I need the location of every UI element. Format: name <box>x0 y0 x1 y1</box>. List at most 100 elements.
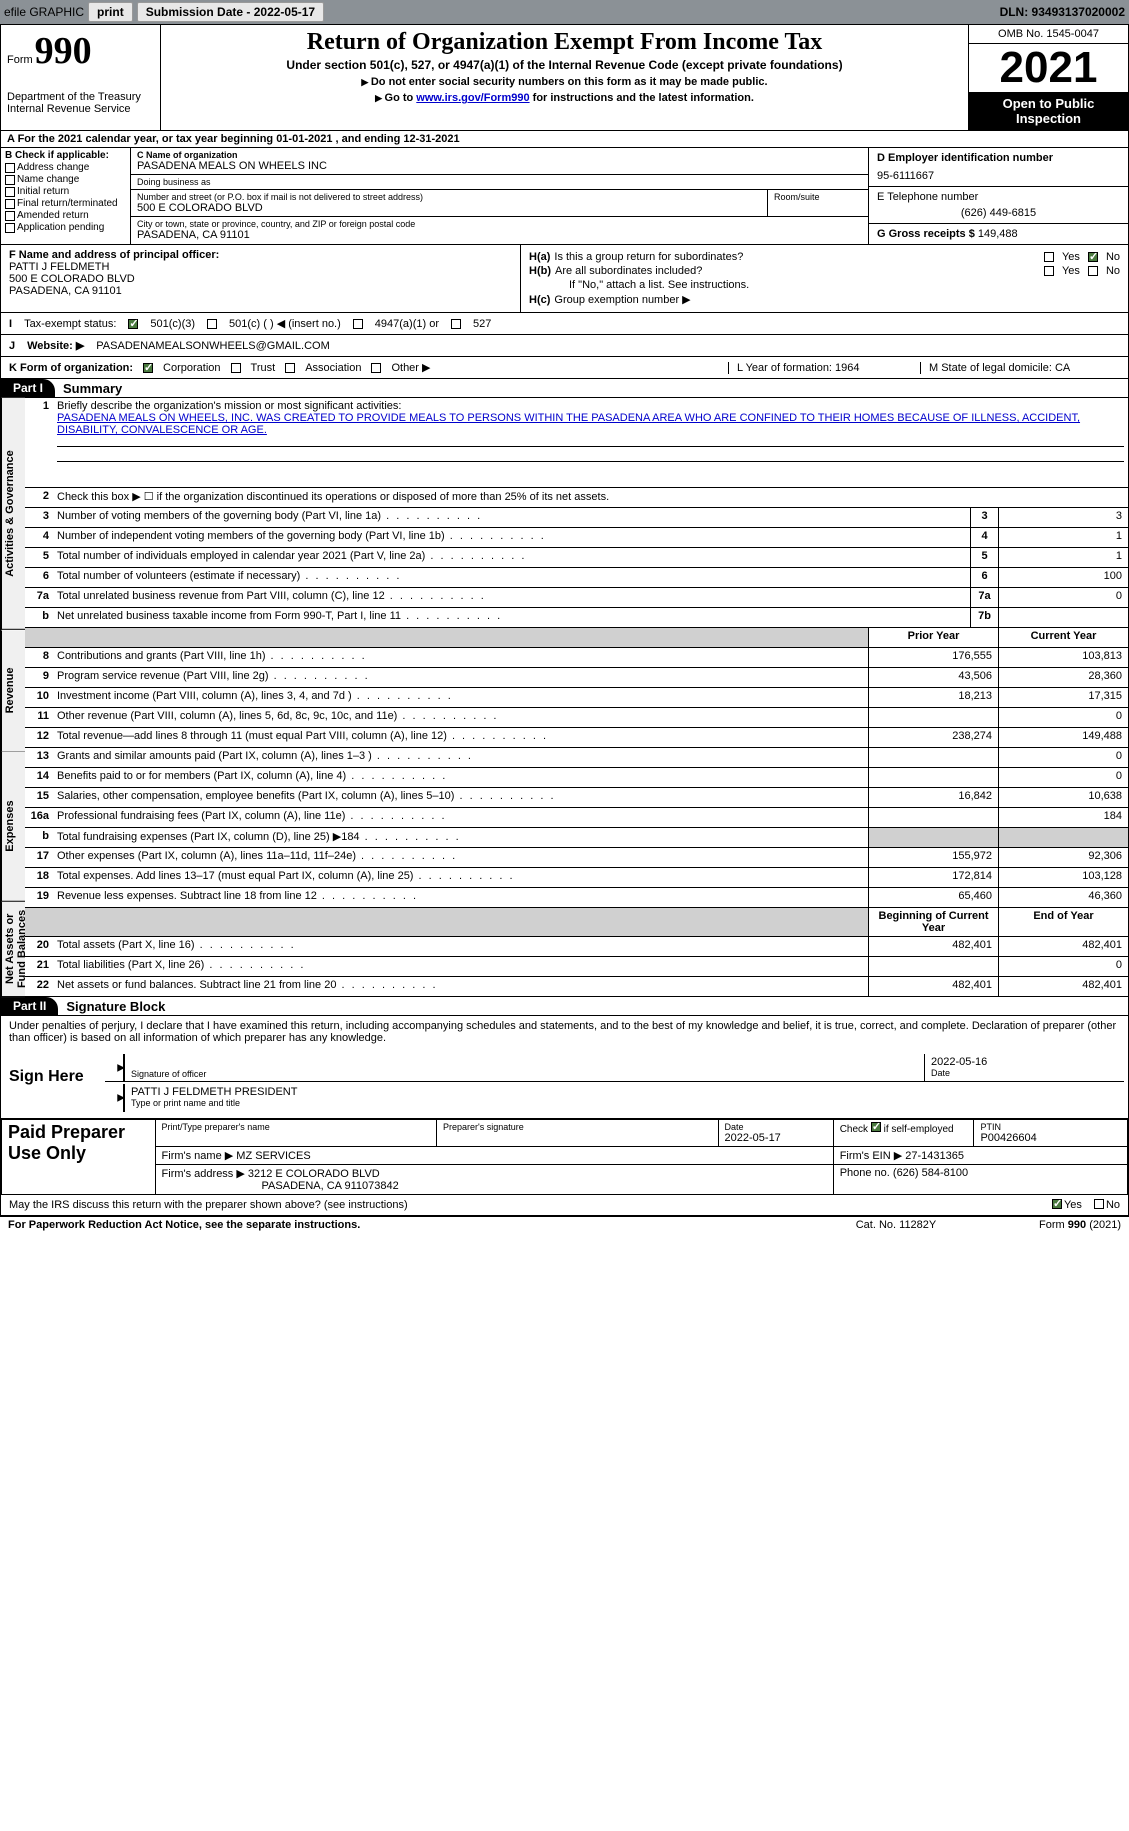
sig-arrow-icon <box>105 1054 125 1081</box>
cb-501c[interactable] <box>207 319 217 329</box>
cb-corp[interactable] <box>143 363 153 373</box>
summary-line: 22 Net assets or fund balances. Subtract… <box>25 977 1128 997</box>
cb-hb-yes[interactable] <box>1044 266 1054 276</box>
sub-title: Under section 501(c), 527, or 4947(a)(1)… <box>169 58 960 72</box>
b-label: B Check if applicable: <box>5 150 126 161</box>
instruction-goto: Go to www.irs.gov/Form990 for instructio… <box>169 92 960 104</box>
cb-4947[interactable] <box>353 319 363 329</box>
cb-amended[interactable] <box>5 211 15 221</box>
ha-label: H(a) <box>529 251 550 263</box>
cb-501c3[interactable] <box>128 319 138 329</box>
receipts-label: G Gross receipts $ <box>877 228 975 240</box>
print-button[interactable]: print <box>88 2 133 22</box>
hb-note: If "No," attach a list. See instructions… <box>529 279 1120 291</box>
cb-initial-return[interactable] <box>5 187 15 197</box>
officer-addr1: 500 E COLORADO BLVD <box>9 273 512 285</box>
prep-name-label: Print/Type preparer's name <box>162 1122 431 1132</box>
room-label: Room/suite <box>774 192 862 202</box>
firm-addr-label: Firm's address ▶ <box>162 1168 245 1180</box>
line1-block: Briefly describe the organization's miss… <box>53 398 1128 487</box>
cb-final-return[interactable] <box>5 199 15 209</box>
efile-toolbar: efile GRAPHIC print Submission Date - 20… <box>0 0 1129 24</box>
street-label: Number and street (or P.O. box if mail i… <box>137 192 761 202</box>
cb-527[interactable] <box>451 319 461 329</box>
phone-value: (626) 584-8100 <box>893 1167 968 1179</box>
cb-app-pending[interactable] <box>5 223 15 233</box>
k-label: K Form of organization: <box>9 362 133 374</box>
summary-line: 11 Other revenue (Part VIII, column (A),… <box>25 708 1128 728</box>
form-number: 990 <box>35 29 92 73</box>
l-year-formation: L Year of formation: 1964 <box>728 362 908 374</box>
department-label: Department of the Treasury <box>7 91 154 103</box>
f-officer: F Name and address of principal officer:… <box>1 245 521 312</box>
col-current-year: Current Year <box>998 628 1128 647</box>
cb-trust[interactable] <box>231 363 241 373</box>
col-begin-year: Beginning of Current Year <box>868 908 998 936</box>
phone-label: Phone no. <box>840 1167 890 1179</box>
line1-num: 1 <box>25 398 53 487</box>
firm-ein-value: 27-1431365 <box>905 1150 964 1162</box>
header-center: Return of Organization Exempt From Incom… <box>161 25 968 130</box>
summary-line: 14 Benefits paid to or for members (Part… <box>25 768 1128 788</box>
sig-date-value: 2022-05-16 <box>931 1056 1118 1068</box>
summary-line: 7a Total unrelated business revenue from… <box>25 588 1128 608</box>
col-end-year: End of Year <box>998 908 1128 936</box>
line1-label: Briefly describe the organization's miss… <box>57 400 1124 412</box>
summary-line: b Net unrelated business taxable income … <box>25 608 1128 628</box>
irs-link[interactable]: www.irs.gov/Form990 <box>416 92 529 104</box>
sig-arrow-icon-2 <box>105 1084 125 1112</box>
officer-addr2: PASADENA, CA 91101 <box>9 285 512 297</box>
sig-officer-label: Signature of officer <box>125 1054 924 1081</box>
street-value: 500 E COLORADO BLVD <box>137 202 761 214</box>
mission-text: PASADENA MEALS ON WHEELS, INC. WAS CREAT… <box>57 412 1124 436</box>
cb-ha-yes[interactable] <box>1044 252 1054 262</box>
header-left: Form 990 Department of the Treasury Inte… <box>1 25 161 130</box>
summary-content: 1 Briefly describe the organization's mi… <box>25 398 1128 997</box>
ein-value: 95-6111667 <box>877 170 1120 182</box>
tel-label: E Telephone number <box>877 191 1120 203</box>
city-label: City or town, state or province, country… <box>137 219 862 229</box>
cb-self-employed[interactable] <box>871 1122 881 1132</box>
paid-preparer-table: Paid Preparer Use Only Print/Type prepar… <box>1 1119 1128 1195</box>
summary-line: 6 Total number of volunteers (estimate i… <box>25 568 1128 588</box>
cb-discuss-no[interactable] <box>1094 1199 1104 1209</box>
sig-date-label: Date <box>931 1068 1118 1078</box>
form-word: Form <box>7 54 33 66</box>
cb-address-change[interactable] <box>5 163 15 173</box>
cb-ha-no[interactable] <box>1088 252 1098 262</box>
f-label: F Name and address of principal officer: <box>9 249 512 261</box>
summary-line: 17 Other expenses (Part IX, column (A), … <box>25 848 1128 868</box>
cat-no: Cat. No. 11282Y <box>821 1219 971 1231</box>
submission-date-button[interactable]: Submission Date - 2022-05-17 <box>137 2 324 22</box>
cb-discuss-yes[interactable] <box>1052 1199 1062 1209</box>
firm-ein-label: Firm's EIN ▶ <box>840 1150 903 1162</box>
cb-name-change[interactable] <box>5 175 15 185</box>
summary-line: 20 Total assets (Part X, line 16) 482,40… <box>25 937 1128 957</box>
dln-label: DLN: 93493137020002 <box>1000 5 1125 19</box>
summary-line: 3 Number of voting members of the govern… <box>25 508 1128 528</box>
open-inspection: Open to Public Inspection <box>969 92 1128 130</box>
prep-sig-label: Preparer's signature <box>443 1122 712 1132</box>
part2-header-row: Part II Signature Block <box>1 997 1128 1016</box>
part1-title: Summary <box>63 381 122 396</box>
vert-revenue: Revenue <box>1 630 25 752</box>
j-text: Website: ▶ <box>27 339 84 352</box>
summary-line: 21 Total liabilities (Part X, line 26) 0 <box>25 957 1128 977</box>
col-b-checkboxes: B Check if applicable: Address change Na… <box>1 148 131 244</box>
cb-assoc[interactable] <box>285 363 295 373</box>
summary-body: Activities & Governance Revenue Expenses… <box>1 398 1128 997</box>
cb-other[interactable] <box>371 363 381 373</box>
form-ref: Form 990 (2021) <box>971 1219 1121 1231</box>
main-title: Return of Organization Exempt From Incom… <box>169 29 960 56</box>
firm-name-value: MZ SERVICES <box>236 1150 310 1162</box>
h-group: H(a) Is this a group return for subordin… <box>521 245 1128 312</box>
ein-label: D Employer identification number <box>877 152 1120 164</box>
firm-name-label: Firm's name ▶ <box>162 1150 234 1162</box>
part2-title: Signature Block <box>66 999 165 1014</box>
dba-label: Doing business as <box>137 177 862 187</box>
cb-hb-no[interactable] <box>1088 266 1098 276</box>
paperwork-notice: For Paperwork Reduction Act Notice, see … <box>8 1219 821 1231</box>
col-b-right: D Employer identification number 95-6111… <box>868 148 1128 244</box>
summary-line: 16a Professional fundraising fees (Part … <box>25 808 1128 828</box>
line2-text: Check this box ▶ ☐ if the organization d… <box>53 488 1128 507</box>
